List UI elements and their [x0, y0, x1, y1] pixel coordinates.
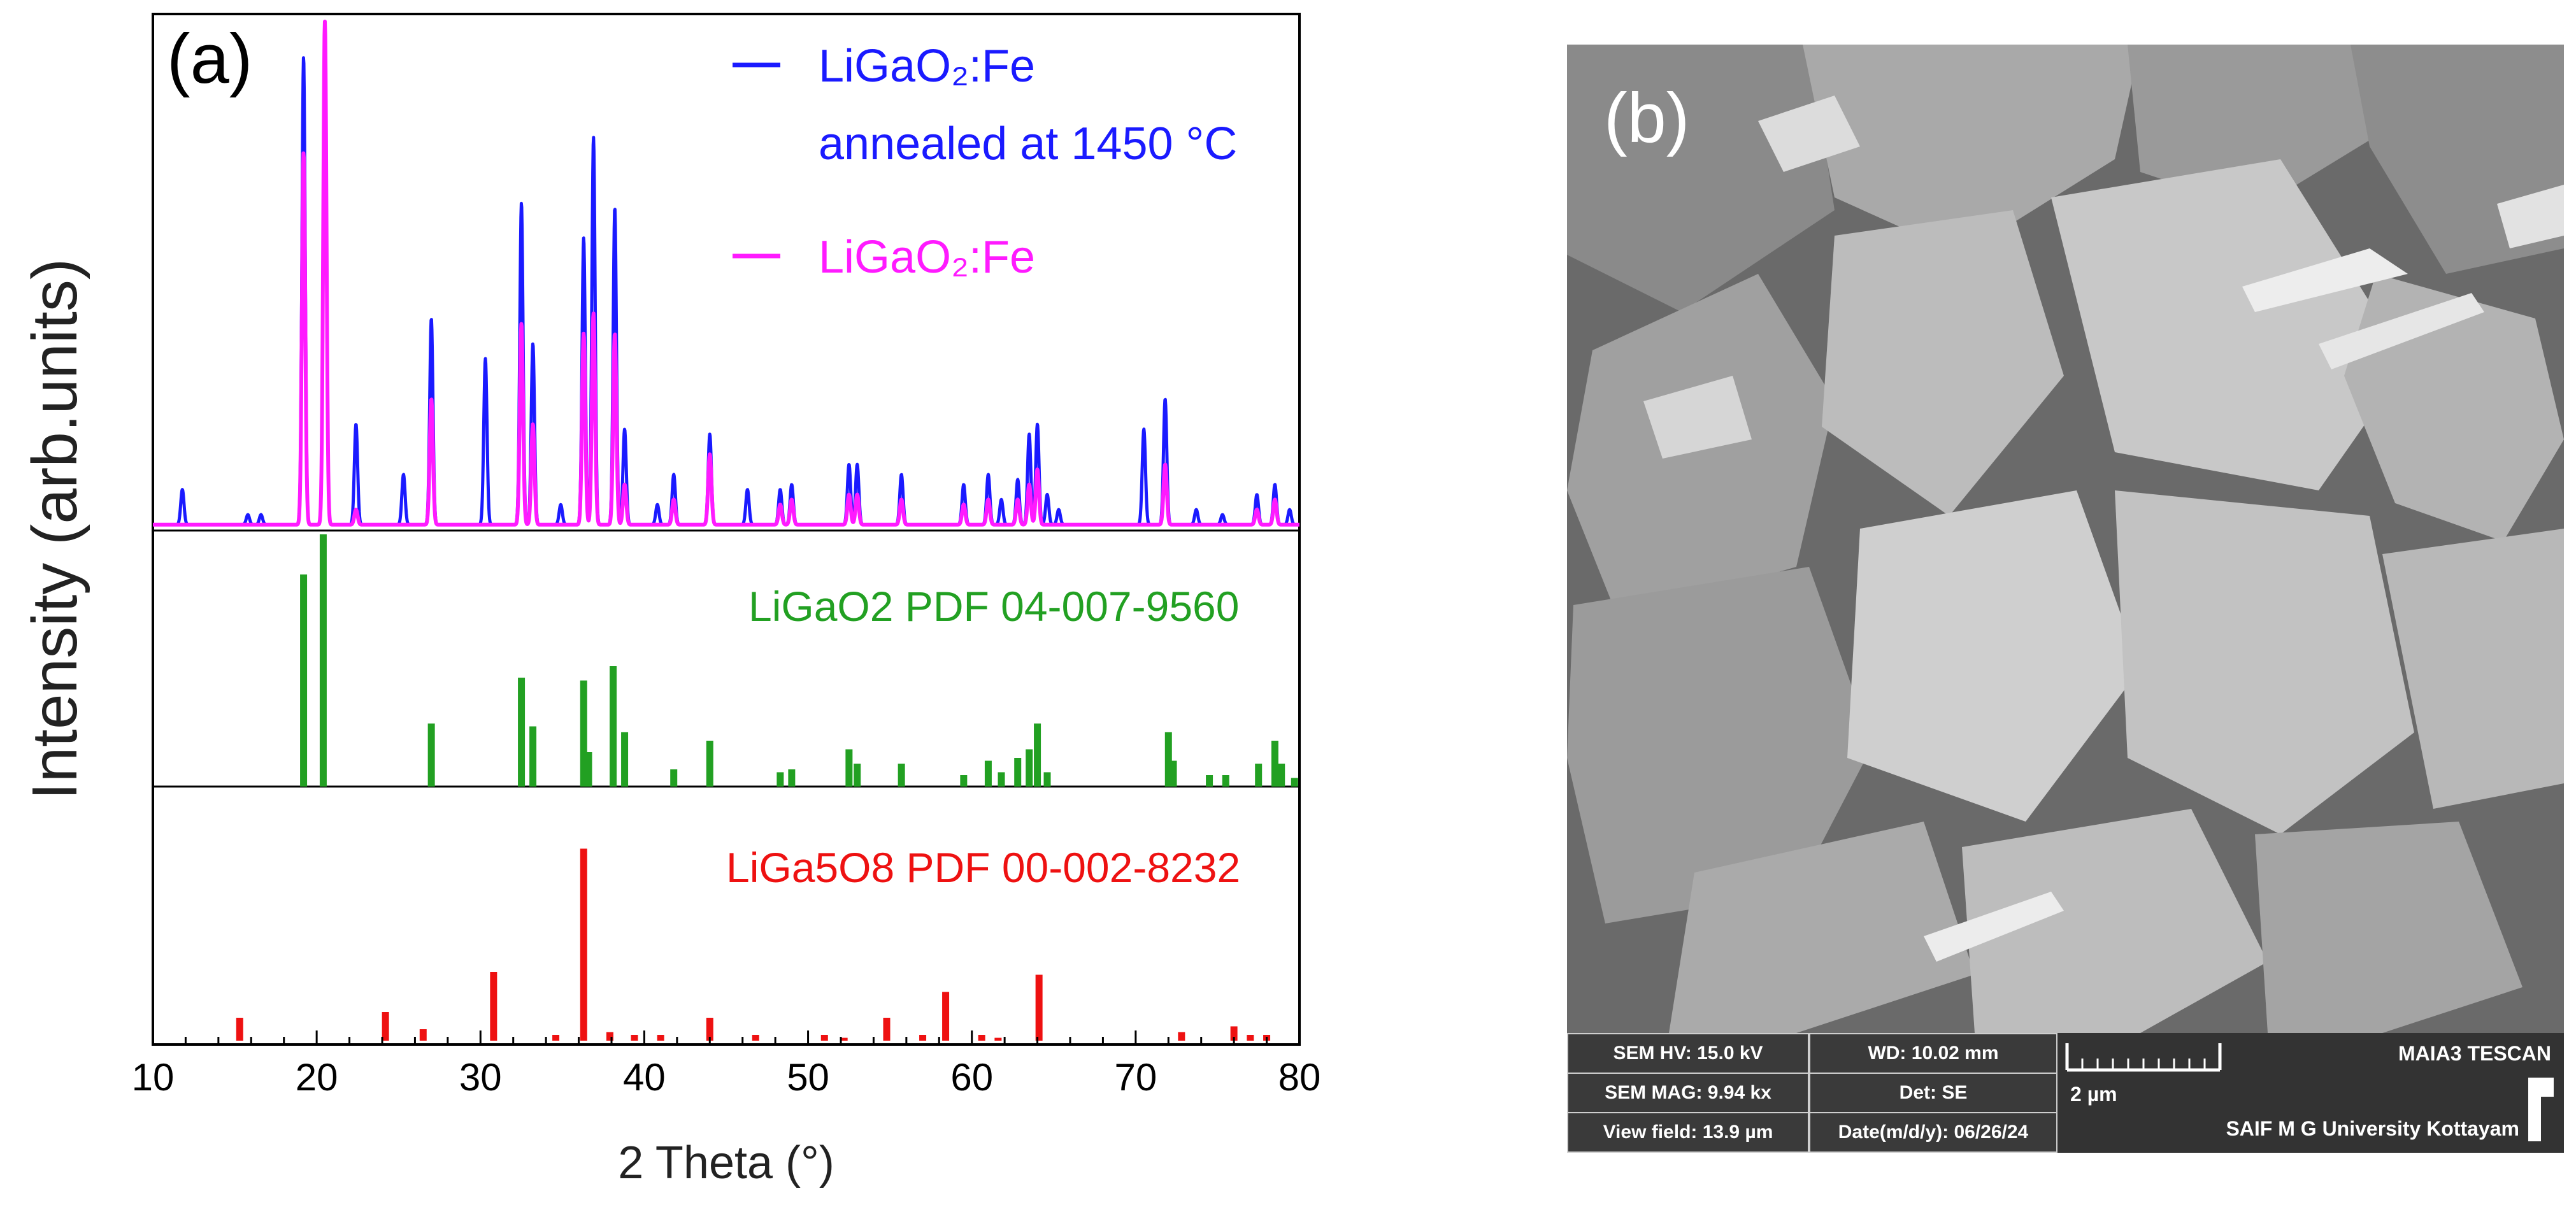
sem-instrument: MAIA3 TESCAN — [2398, 1042, 2551, 1065]
x-tick-label: 20 — [296, 1056, 338, 1099]
panel-a-label: (a) — [167, 20, 252, 98]
sem-micrograph-panel: (b) SEM HV: 15.0 kV WD: 10.02 mm SEM MAG… — [1567, 45, 2564, 1153]
x-tick-label: 30 — [459, 1056, 502, 1099]
y-axis-label: Intensity (arb.units) — [19, 259, 90, 800]
tescan-logo-icon — [2528, 1078, 2554, 1141]
series-curve-2 — [151, 19, 1301, 527]
sem-micrograph-image — [1567, 45, 2564, 1033]
panel-b-label: (b) — [1604, 79, 1690, 157]
sem-view-field: View field: 13.9 µm — [1567, 1112, 1809, 1153]
reference-label-liga5o8: LiGa5O8 PDF 00-002-8232 — [726, 844, 1240, 891]
x-tick-label: 40 — [623, 1056, 666, 1099]
legend-label-asprepared: LiGaO₂:Fe — [819, 232, 1035, 283]
sem-lab: SAIF M G University Kottayam — [2226, 1117, 2519, 1140]
sem-wd: WD: 10.02 mm — [1809, 1033, 2057, 1074]
sem-mag: SEM MAG: 9.94 kx — [1567, 1073, 1809, 1113]
legend-label-annealed: LiGaO₂:Fe — [819, 41, 1035, 92]
reference-label-ligao2: LiGaO2 PDF 04-007-9560 — [748, 583, 1239, 630]
x-tick-label: 50 — [787, 1056, 829, 1099]
sem-date: Date(m/d/y): 06/26/24 — [1809, 1112, 2057, 1153]
sem-hv: SEM HV: 15.0 kV — [1567, 1033, 1809, 1074]
sem-det: Det: SE — [1809, 1073, 2057, 1113]
x-axis-label: 2 Theta (°) — [618, 1137, 834, 1188]
x-tick-label: 60 — [950, 1056, 993, 1099]
x-tick-label: 80 — [1278, 1056, 1321, 1099]
x-tick-label: 70 — [1114, 1056, 1157, 1099]
sem-scale-bar — [2065, 1043, 2222, 1072]
x-tick-label: 10 — [132, 1056, 175, 1099]
sem-info-bar: SEM HV: 15.0 kV WD: 10.02 mm SEM MAG: 9.… — [1567, 1033, 2564, 1153]
legend-label-annealed-line2: annealed at 1450 °C — [819, 118, 1237, 169]
sem-scale-label: 2 µm — [2070, 1083, 2117, 1106]
plot-frame — [152, 13, 1301, 1046]
xrd-chart: 10 20 30 40 50 60 70 80 2 Theta (°) Intensity (ar… — [19, 13, 1321, 1188]
